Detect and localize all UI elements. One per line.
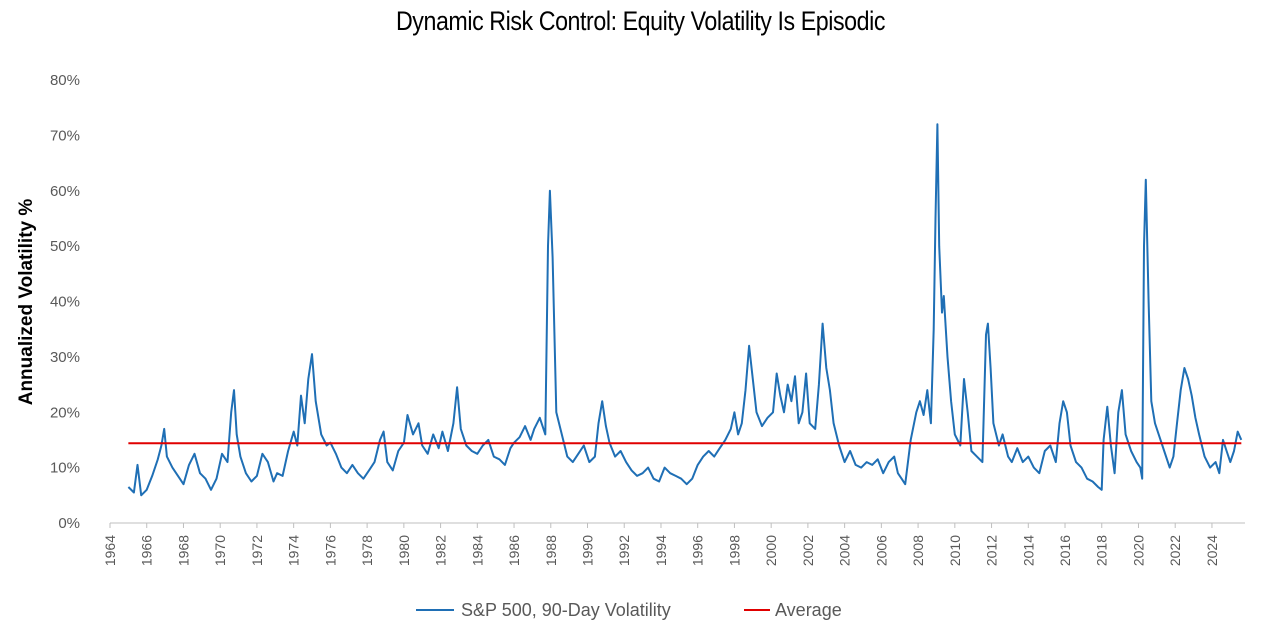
x-tick-label: 2014 [1020, 535, 1036, 566]
x-tick-label: 2018 [1094, 535, 1110, 566]
x-tick-label: 1974 [286, 535, 302, 566]
chart-title: Dynamic Risk Control: Equity Volatility … [395, 6, 886, 36]
x-tick-label: 1984 [469, 535, 485, 566]
x-tick-label: 1978 [359, 535, 375, 566]
x-tick-label: 2010 [947, 535, 963, 566]
x-tick-label: 1968 [175, 535, 191, 566]
legend: S&P 500, 90-Day Volatility Average [416, 600, 842, 620]
series-line-volatility [127, 123, 1243, 497]
y-axis-ticks: 0% 10% 20% 30% 40% 50% 60% 70% 80% [50, 72, 80, 532]
x-tick-label: 2006 [873, 535, 889, 566]
legend-label: Average [775, 600, 842, 620]
x-axis-ticks: 1964 1966 1968 1970 1972 1974 1976 1978 1980 1982… [102, 523, 1220, 566]
y-tick-label: 10% [50, 460, 80, 477]
x-tick-label: 1990 [580, 535, 596, 566]
x-tick-label: 2008 [910, 535, 926, 566]
x-tick-label: 2012 [984, 535, 1000, 566]
y-tick-label: 80% [50, 72, 80, 89]
x-tick-label: 2024 [1204, 535, 1220, 566]
x-tick-label: 1996 [690, 535, 706, 566]
x-tick-label: 1988 [543, 535, 559, 566]
x-tick-label: 2004 [837, 535, 853, 566]
y-tick-label: 20% [50, 404, 80, 421]
series-layer [127, 123, 1243, 497]
x-tick-label: 2022 [1167, 535, 1183, 566]
x-tick-label: 1998 [726, 535, 742, 566]
y-tick-label: 60% [50, 183, 80, 200]
x-tick-label: 2020 [1130, 535, 1146, 566]
x-tick-label: 2016 [1057, 535, 1073, 566]
x-tick-label: 1982 [433, 535, 449, 566]
x-tick-label: 1992 [616, 535, 632, 566]
y-axis-label: Annualized Volatility % [16, 199, 37, 406]
x-tick-label: 1980 [396, 535, 412, 566]
y-tick-label: 40% [50, 294, 80, 311]
x-tick-label: 1994 [653, 535, 669, 566]
y-tick-label: 50% [50, 238, 80, 255]
x-tick-label: 1966 [139, 535, 155, 566]
x-tick-label: 1972 [249, 535, 265, 566]
x-tick-label: 1986 [506, 535, 522, 566]
y-tick-label: 30% [50, 349, 80, 366]
x-tick-label: 1970 [212, 535, 228, 566]
y-tick-label: 70% [50, 127, 80, 144]
x-tick-label: 2002 [800, 535, 816, 566]
legend-label: S&P 500, 90-Day Volatility [461, 600, 671, 620]
y-tick-label: 0% [58, 515, 80, 532]
x-tick-label: 2000 [763, 535, 779, 566]
x-tick-label: 1976 [322, 535, 338, 566]
x-tick-label: 1964 [102, 535, 118, 566]
